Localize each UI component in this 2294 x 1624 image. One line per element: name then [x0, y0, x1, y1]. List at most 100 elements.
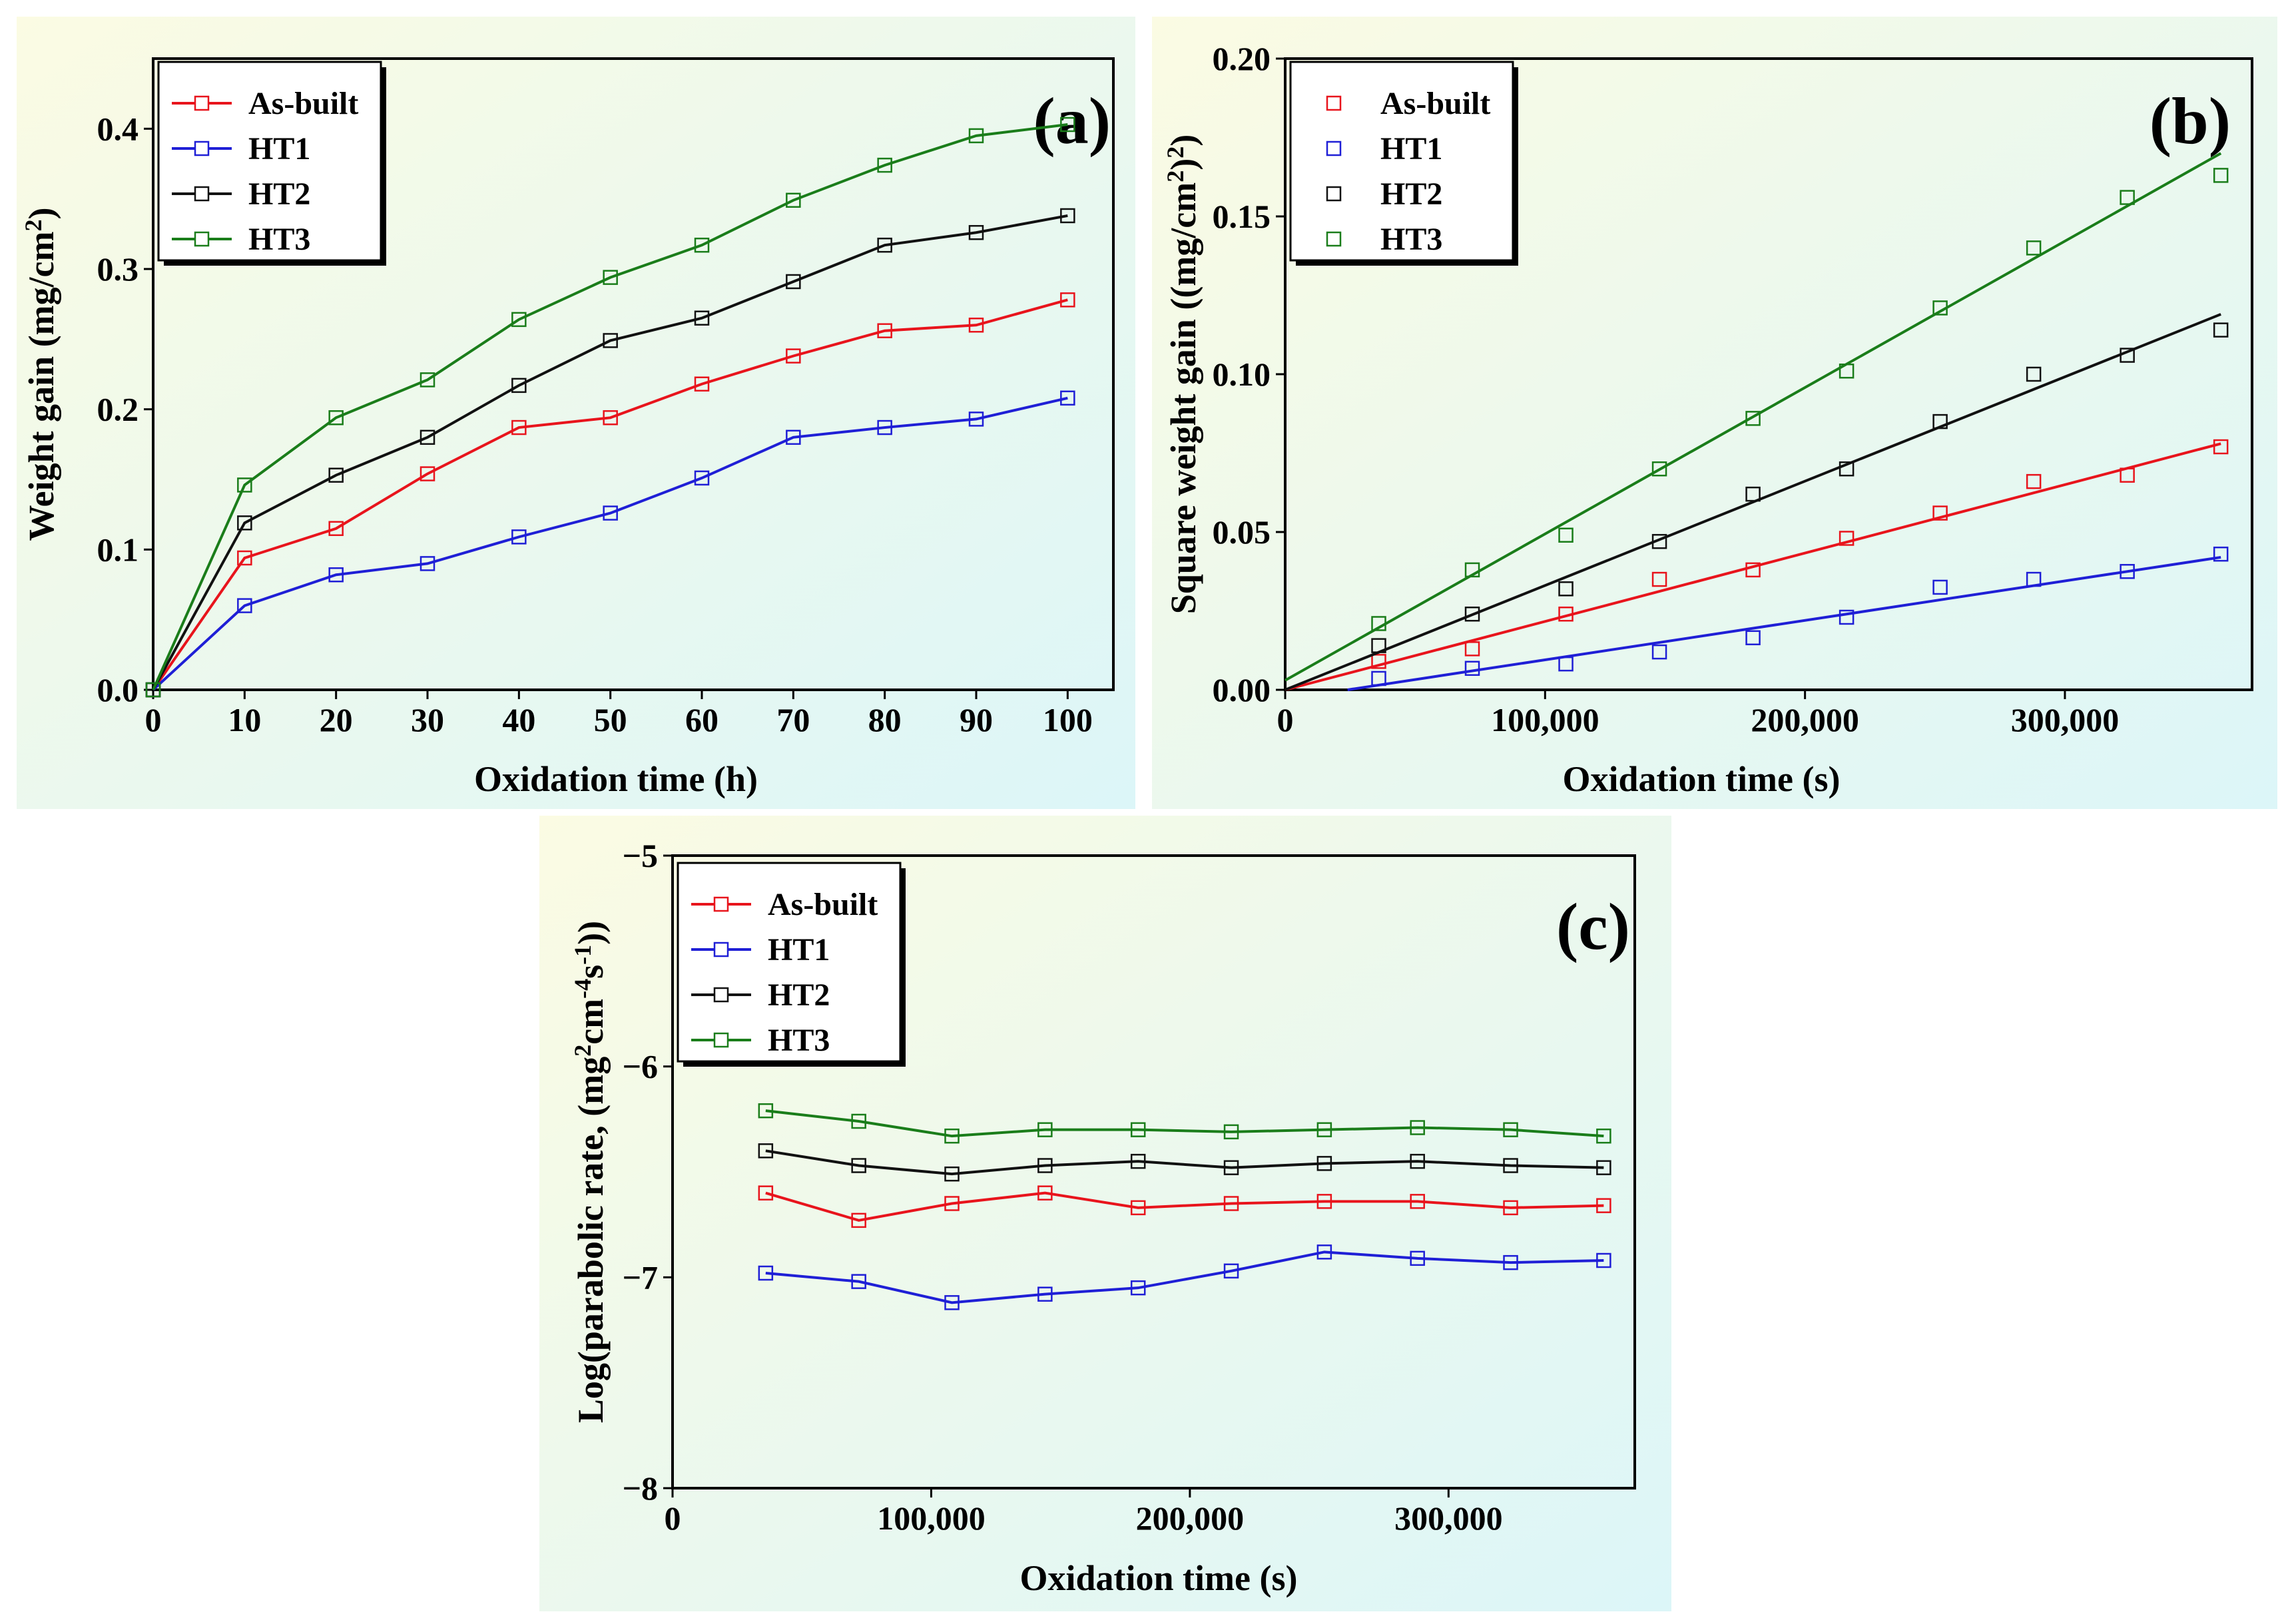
- data-point-marker: [2026, 366, 2042, 382]
- legend-item-ht2: HT2: [691, 977, 830, 1013]
- data-point-marker: [145, 682, 161, 698]
- y-tick-label: 0.20: [1213, 40, 1271, 77]
- data-point-marker: [1651, 571, 1667, 587]
- data-point-marker: [786, 274, 801, 290]
- data-point-marker: [1932, 505, 1948, 521]
- legend-marker: [1326, 186, 1342, 202]
- legend-item-ht2: HT2: [1326, 176, 1442, 212]
- panel-tag-label: (a): [1033, 84, 1111, 158]
- y-tick-label: 0.4: [97, 110, 139, 147]
- series-ht3: [1285, 152, 2229, 682]
- data-point-marker: [1596, 1128, 1611, 1144]
- data-point-marker: [944, 1166, 960, 1182]
- legend-marker: [194, 186, 210, 202]
- data-point-marker: [1745, 562, 1761, 578]
- panel-a: 0 10 20 30 40 50 60 70 80 90 100 0.0 0.1 0.2 0.3 0.4 Oxi…: [20, 57, 1115, 799]
- data-point-marker: [511, 529, 527, 545]
- data-point-marker: [694, 237, 710, 253]
- x-tick-label: 200,000: [1751, 701, 1859, 738]
- x-tick-label: 50: [594, 701, 627, 738]
- data-point-marker: [851, 1158, 866, 1173]
- data-point-marker: [1037, 1158, 1053, 1173]
- data-point-marker: [1651, 533, 1667, 549]
- panel-tag-label: (c): [1556, 890, 1630, 963]
- data-point-marker: [1503, 1122, 1518, 1137]
- data-point-marker: [1503, 1254, 1518, 1270]
- data-point-marker: [2120, 190, 2135, 205]
- data-point-marker: [603, 333, 618, 348]
- y-tick-label: 0.15: [1213, 198, 1271, 235]
- data-point-marker: [851, 1213, 866, 1228]
- data-point-marker: [968, 224, 984, 240]
- series-line: [152, 396, 1068, 691]
- data-point-marker: [603, 505, 618, 521]
- x-tick-label: 0: [665, 1499, 681, 1537]
- legend-label: As-built: [1380, 86, 1490, 121]
- panel-tag-label: (b): [2150, 84, 2231, 158]
- data-point-marker: [1410, 1153, 1425, 1169]
- legend-item-ht1: HT1: [172, 131, 310, 166]
- y-tick-label: −6: [623, 1048, 659, 1085]
- data-point-marker: [1410, 1250, 1425, 1266]
- x-tick-label: 30: [411, 701, 444, 738]
- legend-label: HT3: [248, 222, 310, 257]
- data-point-marker: [2213, 439, 2229, 455]
- y-axis-title: Square weight gain ((mg/cm2​)2​): [1162, 135, 1203, 614]
- data-point-marker: [877, 419, 892, 435]
- data-point-marker: [1596, 1252, 1611, 1268]
- fit-line: [1285, 152, 2222, 682]
- series-ht1: [758, 1244, 1611, 1310]
- legend-item-ht3: HT3: [1326, 222, 1442, 257]
- legend-marker: [194, 140, 210, 156]
- data-point-marker: [328, 467, 344, 483]
- y-tick-label: 0.0: [97, 671, 139, 708]
- data-point-marker: [420, 429, 435, 445]
- data-point-marker: [420, 466, 435, 481]
- data-point-marker: [511, 312, 527, 328]
- data-point-marker: [328, 521, 344, 536]
- series-ht1: [1347, 546, 2229, 691]
- y-axis-title: Weight gain (mg/cm2​): [20, 208, 61, 541]
- data-point-marker: [968, 318, 984, 333]
- x-axis-title: Oxidation time (h): [474, 759, 758, 799]
- data-point-marker: [1651, 461, 1667, 477]
- data-point-marker: [1130, 1153, 1146, 1169]
- data-point-marker: [1839, 364, 1855, 379]
- x-tick-label: 300,000: [2011, 701, 2120, 738]
- legend: As-built HT1 HT2 HT3: [157, 61, 386, 266]
- data-point-marker: [1060, 117, 1075, 133]
- data-point-marker: [2120, 467, 2135, 483]
- data-point-marker: [851, 1274, 866, 1289]
- legend-item-as-built: As-built: [172, 86, 358, 121]
- x-tick-label: 0: [1277, 701, 1294, 738]
- data-point-marker: [786, 429, 801, 445]
- legend-label: HT2: [1380, 176, 1442, 212]
- legend-item-ht3: HT3: [172, 222, 310, 257]
- data-point-marker: [758, 1185, 774, 1201]
- data-point-marker: [1839, 461, 1855, 477]
- legend-marker: [713, 896, 729, 912]
- y-tick-label: 0.10: [1213, 356, 1271, 393]
- fit-line: [1285, 313, 2221, 691]
- data-point-marker: [877, 157, 892, 173]
- data-point-marker: [1410, 1120, 1425, 1135]
- data-point-marker: [694, 470, 710, 486]
- data-point-marker: [237, 598, 252, 613]
- data-point-marker: [237, 550, 252, 566]
- y-tick-label: 0.05: [1213, 513, 1271, 551]
- data-point-marker: [1596, 1198, 1611, 1213]
- x-tick-label: 300,000: [1394, 1499, 1503, 1537]
- x-tick-label: 100,000: [1491, 701, 1599, 738]
- panel-c: 0 100,000 200,000 300,000 −8 −7 −6 −5 Oxidation …: [569, 837, 1636, 1598]
- data-point-marker: [1839, 531, 1855, 546]
- data-point-marker: [2026, 240, 2042, 256]
- data-point-marker: [758, 1143, 774, 1159]
- legend: As-built HT1 HT2 HT3: [1289, 61, 1518, 266]
- legend-item-ht1: HT1: [691, 932, 830, 967]
- plot-area-frame: [152, 57, 1115, 691]
- data-point-marker: [1410, 1194, 1425, 1209]
- data-point-marker: [511, 419, 527, 435]
- x-tick-label: 0: [145, 701, 162, 738]
- data-point-marker: [1651, 644, 1667, 660]
- series-ht2: [758, 1143, 1611, 1182]
